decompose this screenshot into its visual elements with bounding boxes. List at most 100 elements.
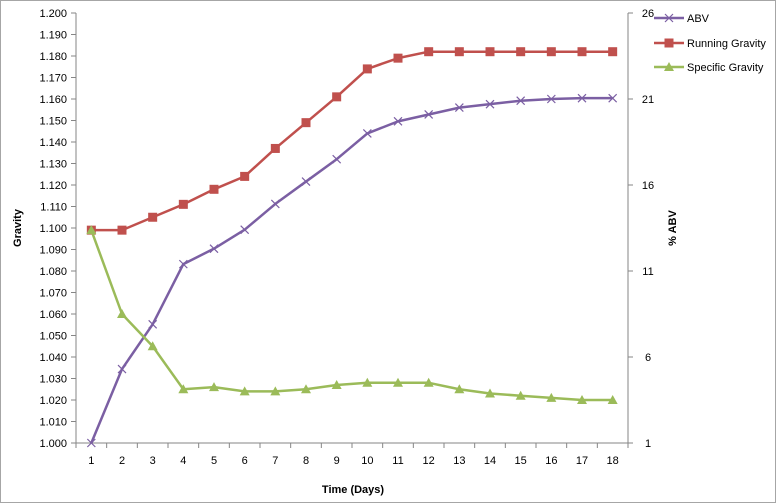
square-marker bbox=[454, 47, 464, 57]
y-tick-label: 1.080 bbox=[39, 266, 67, 278]
y-tick-label: 1.160 bbox=[39, 94, 67, 106]
series-layer bbox=[86, 47, 618, 448]
x-tick-label: 18 bbox=[607, 455, 619, 467]
x-tick-label: 8 bbox=[303, 455, 309, 467]
x-marker bbox=[117, 364, 127, 374]
y-tick-label: 1.110 bbox=[40, 202, 67, 214]
triangle-marker bbox=[423, 377, 434, 387]
x-marker bbox=[178, 259, 188, 269]
x-marker bbox=[240, 225, 250, 235]
square-marker bbox=[209, 184, 219, 194]
square-marker bbox=[424, 47, 434, 57]
x-tick-label: 4 bbox=[180, 455, 186, 467]
triangle-marker bbox=[485, 388, 495, 398]
square-marker bbox=[301, 118, 311, 128]
square-marker bbox=[332, 92, 342, 102]
series-line bbox=[91, 50, 613, 232]
triangle-marker bbox=[362, 377, 373, 387]
square-marker bbox=[362, 64, 372, 74]
y2-axis-title: % ABV bbox=[667, 210, 679, 246]
square-marker bbox=[546, 47, 556, 57]
x-tick-label: 9 bbox=[334, 455, 340, 467]
y-tick-label: 1.180 bbox=[39, 51, 67, 63]
x-tick-label: 16 bbox=[545, 455, 557, 467]
x-marker bbox=[664, 13, 674, 23]
legend-label: ABV bbox=[687, 13, 710, 25]
x-marker bbox=[454, 103, 464, 113]
triangle-marker bbox=[301, 384, 311, 394]
square-marker bbox=[240, 171, 250, 181]
y2-tick-label: 11 bbox=[642, 266, 653, 278]
x-axis-title: Time (Days) bbox=[322, 484, 384, 496]
x-marker bbox=[86, 438, 96, 448]
square-marker bbox=[270, 143, 280, 153]
y-tick-label: 1.090 bbox=[39, 245, 67, 257]
triangle-marker bbox=[331, 379, 342, 389]
series-abv bbox=[86, 93, 618, 448]
x-tick-label: 3 bbox=[150, 455, 156, 467]
y2-tick-label: 1 bbox=[645, 438, 651, 450]
y-tick-label: 1.120 bbox=[39, 180, 67, 192]
x-marker bbox=[516, 96, 526, 106]
y-tick-label: 1.190 bbox=[39, 30, 67, 42]
square-marker bbox=[393, 53, 403, 63]
x-marker bbox=[424, 110, 434, 119]
x-marker bbox=[332, 154, 342, 164]
y-tick-label: 1.010 bbox=[39, 417, 67, 429]
y-tick-label: 1.030 bbox=[39, 374, 67, 386]
legend-label: Running Gravity bbox=[687, 38, 766, 50]
square-marker bbox=[117, 225, 127, 235]
legend-label: Specific Gravity bbox=[687, 62, 764, 74]
y-tick-label: 1.070 bbox=[39, 288, 67, 300]
y2-tick-label: 21 bbox=[642, 94, 654, 106]
y-tick-label: 1.000 bbox=[39, 438, 67, 450]
x-marker bbox=[148, 319, 158, 329]
y-tick-label: 1.040 bbox=[39, 352, 67, 364]
legend-item: Specific Gravity bbox=[654, 62, 764, 74]
triangle-marker bbox=[270, 386, 281, 396]
triangle-marker bbox=[86, 225, 97, 235]
square-marker bbox=[664, 38, 674, 48]
y-axis-title: Gravity bbox=[12, 208, 24, 247]
triangle-marker bbox=[607, 395, 618, 404]
y-tick-label: 1.140 bbox=[39, 137, 67, 149]
y-tick-label: 1.200 bbox=[39, 8, 67, 20]
x-tick-label: 13 bbox=[453, 455, 465, 467]
triangle-marker bbox=[664, 62, 674, 71]
triangle-marker bbox=[546, 392, 557, 402]
y-tick-label: 1.100 bbox=[39, 223, 67, 235]
y-tick-label: 1.050 bbox=[39, 331, 67, 343]
x-marker bbox=[301, 177, 311, 186]
y2-tick-label: 26 bbox=[642, 8, 654, 20]
x-marker bbox=[608, 93, 618, 103]
x-tick-label: 12 bbox=[423, 455, 435, 467]
triangle-marker bbox=[393, 377, 403, 387]
series-line bbox=[90, 96, 613, 444]
axes bbox=[71, 12, 633, 448]
x-marker bbox=[393, 116, 403, 126]
legend-item: ABV bbox=[654, 13, 710, 25]
square-marker bbox=[577, 47, 587, 57]
x-tick-label: 2 bbox=[119, 455, 125, 467]
triangle-marker bbox=[178, 384, 189, 394]
x-tick-label: 7 bbox=[272, 455, 278, 467]
x-tick-label: 5 bbox=[211, 455, 217, 467]
x-marker bbox=[270, 199, 280, 209]
square-marker bbox=[608, 47, 618, 57]
triangle-marker bbox=[454, 384, 465, 394]
x-tick-label: 1 bbox=[88, 455, 94, 467]
y-tick-label: 1.130 bbox=[39, 159, 67, 171]
square-marker bbox=[516, 47, 526, 57]
triangle-marker bbox=[117, 309, 127, 318]
y2-tick-label: 6 bbox=[645, 352, 651, 364]
square-marker bbox=[485, 47, 495, 57]
x-marker bbox=[362, 128, 372, 138]
y-tick-label: 1.020 bbox=[39, 395, 67, 407]
x-tick-label: 11 bbox=[392, 455, 403, 467]
x-marker bbox=[209, 244, 219, 254]
legend: ABV Running Gravity Specific Gravity bbox=[654, 13, 766, 74]
x-marker bbox=[577, 93, 587, 103]
x-tick-label: 15 bbox=[515, 455, 527, 467]
